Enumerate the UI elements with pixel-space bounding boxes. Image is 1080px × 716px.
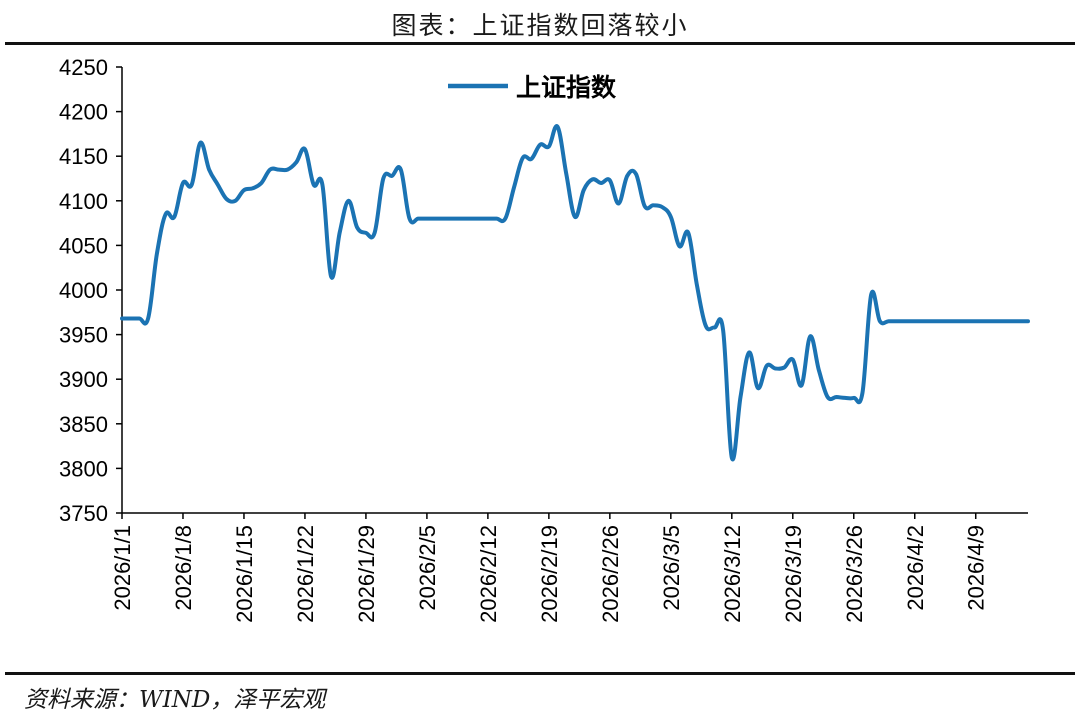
- y-tick-label: 4200: [59, 100, 108, 125]
- y-axis-ticks: 3750 3800 3850 3900 3950 4000 4050 4100 4150 4200…: [59, 55, 122, 526]
- x-tick-label: 2026/4/9: [964, 525, 989, 611]
- series-lines: [120, 124, 1030, 462]
- y-tick-label: 4250: [59, 55, 108, 80]
- x-tick-label: 2026/2/19: [537, 525, 562, 623]
- y-tick-label: 3850: [59, 412, 108, 437]
- legend-label: 上证指数: [516, 73, 617, 102]
- y-tick-label: 4000: [59, 278, 108, 303]
- x-tick-label: 2026/3/5: [659, 525, 684, 611]
- y-tick-label: 3950: [59, 323, 108, 348]
- x-tick-label: 2026/1/29: [354, 525, 379, 623]
- x-tick-label: 2026/1/22: [293, 525, 318, 623]
- x-tick-label: 2026/3/26: [842, 525, 867, 623]
- x-tick-label: 2026/2/12: [476, 525, 501, 623]
- top-rule: [5, 42, 1075, 45]
- legend: 上证指数: [448, 73, 617, 102]
- x-tick-label: 2026/4/2: [903, 525, 928, 611]
- y-tick-label: 4050: [59, 233, 108, 258]
- chart-axes: [121, 67, 1028, 514]
- chart-title: 图表：上证指数回落较小: [391, 11, 689, 40]
- y-tick-label: 3750: [59, 501, 108, 526]
- x-tick-label: 2026/3/12: [720, 525, 745, 623]
- series-line: [120, 124, 1030, 462]
- source-note: 资料来源：WIND，泽平宏观: [24, 687, 326, 713]
- x-tick-label: 2026/2/5: [415, 525, 440, 611]
- y-tick-label: 4100: [59, 189, 108, 214]
- y-tick-label: 3800: [59, 456, 108, 481]
- x-tick-label: 2026/1/8: [171, 525, 196, 611]
- x-tick-label: 2026/1/1: [110, 525, 135, 611]
- y-tick-label: 3900: [59, 367, 108, 392]
- x-tick-label: 2026/1/15: [232, 525, 257, 623]
- bottom-rule: [5, 672, 1075, 675]
- x-axis-ticks: 2026/1/1 2026/1/8 2026/1/15 2026/1/22 2026/1…: [110, 513, 989, 623]
- x-tick-label: 2026/3/19: [781, 525, 806, 623]
- y-tick-label: 4150: [59, 144, 108, 169]
- x-tick-label: 2026/2/26: [598, 525, 623, 623]
